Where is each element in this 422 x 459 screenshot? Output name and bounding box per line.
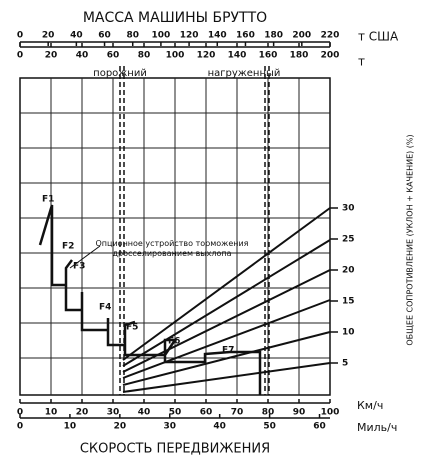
tick-label: 50 xyxy=(263,422,276,432)
tick-label: 90 xyxy=(293,408,306,418)
tick-label: 200 xyxy=(292,31,311,41)
tick-label: 80 xyxy=(262,408,275,418)
y-label: ОБЩЕЕ СОПРОТИВЛЕНИЕ (УКЛОН + КАЧЕНИЕ) (%… xyxy=(406,134,415,345)
gear-label: F1 xyxy=(42,195,54,205)
gear-label: F6 xyxy=(168,337,180,347)
tick-label: 160 xyxy=(259,51,278,61)
tick-label: 220 xyxy=(321,31,340,41)
gear-label: F5 xyxy=(126,323,138,333)
tick-label: 40 xyxy=(138,408,151,418)
tick-label: 80 xyxy=(138,51,151,61)
tick-label: 60 xyxy=(200,408,213,418)
tick-label: 10 xyxy=(342,328,355,338)
tick-label: 50 xyxy=(169,408,182,418)
tick-label: 100 xyxy=(321,408,340,418)
tick-label: 180 xyxy=(264,31,283,41)
tick-label: 120 xyxy=(180,31,199,41)
tick-label: 0 xyxy=(17,51,23,61)
tick-label: 20 xyxy=(45,51,58,61)
tick-label: 40 xyxy=(70,31,83,41)
tick-label: 0 xyxy=(17,422,23,432)
tick-label: 30 xyxy=(107,408,120,418)
tick-label: 20 xyxy=(114,422,127,432)
tick-label: 100 xyxy=(166,51,185,61)
tick-label: 20 xyxy=(42,31,55,41)
gear-label: F2 xyxy=(62,242,74,252)
tick-label: 80 xyxy=(126,31,139,41)
tick-label: 0 xyxy=(17,31,23,41)
unit: т xyxy=(358,55,365,69)
tick-label: 20 xyxy=(342,266,355,276)
tick-label: 40 xyxy=(213,422,226,432)
tick-label: 30 xyxy=(342,204,355,214)
tick-label: 100 xyxy=(152,31,171,41)
annotation-arrow xyxy=(69,245,101,269)
title: МАССА МАШИНЫ БРУТТО xyxy=(83,10,267,26)
annotation: дросселированием выхлопа xyxy=(113,249,232,258)
unit: т США xyxy=(358,30,399,44)
unit: Миль/ч xyxy=(357,421,397,434)
tick-label: 160 xyxy=(236,31,255,41)
load-state: нагруженный xyxy=(208,68,281,79)
tick-label: 60 xyxy=(107,51,120,61)
brake-curve xyxy=(38,204,262,395)
tick-label: 60 xyxy=(98,31,111,41)
tick-label: 40 xyxy=(76,51,89,61)
gear-label: F4 xyxy=(99,303,111,313)
annotation: Опционное устройство торможения xyxy=(96,239,249,248)
unit: Км/ч xyxy=(357,399,383,412)
tick-label: 70 xyxy=(231,408,244,418)
tick-label: 10 xyxy=(45,408,58,418)
tick-label: 10 xyxy=(64,422,77,432)
tick-label: 200 xyxy=(321,51,340,61)
annotation: Опционное устройство торможения дросселир… xyxy=(96,239,249,258)
gear-label: F7 xyxy=(222,346,234,356)
tick-label: 30 xyxy=(163,422,176,432)
tick-label: 140 xyxy=(208,31,227,41)
tick-label: 20 xyxy=(76,408,89,418)
tick-label: 5 xyxy=(342,359,348,369)
tick-label: 180 xyxy=(290,51,309,61)
tick-label: 0 xyxy=(17,408,23,418)
load-state: порожний xyxy=(93,68,147,79)
tick-label: 60 xyxy=(313,422,326,432)
weight-lines xyxy=(122,207,331,393)
tick-label: 15 xyxy=(342,297,355,307)
x-label: СКОРОСТЬ ПЕРЕДВИЖЕНИЯ xyxy=(80,442,270,457)
tick-label: 25 xyxy=(342,235,355,245)
tick-label: 120 xyxy=(197,51,216,61)
gear-label: F3 xyxy=(73,262,85,272)
tick-label: 140 xyxy=(228,51,247,61)
